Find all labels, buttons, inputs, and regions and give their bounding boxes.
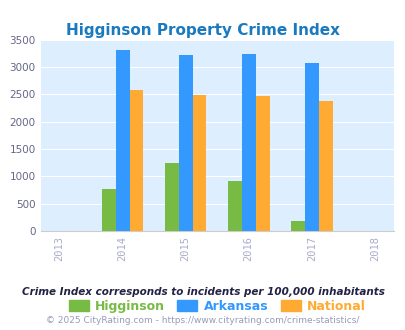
Legend: Higginson, Arkansas, National: Higginson, Arkansas, National [64,295,370,318]
Bar [129,90,143,231]
Text: Crime Index corresponds to incidents per 100,000 inhabitants: Crime Index corresponds to incidents per… [21,287,384,297]
Text: © 2025 CityRating.com - https://www.cityrating.com/crime-statistics/: © 2025 CityRating.com - https://www.city… [46,315,359,325]
Bar [255,96,269,231]
Bar [115,50,129,231]
Bar [290,221,304,231]
Bar [318,101,332,231]
Bar [102,189,115,231]
Text: Higginson Property Crime Index: Higginson Property Crime Index [66,23,339,38]
Bar [192,95,206,231]
Bar [241,54,255,231]
Bar [164,163,178,231]
Bar [178,55,192,231]
Bar [227,181,241,231]
Bar [304,63,318,231]
